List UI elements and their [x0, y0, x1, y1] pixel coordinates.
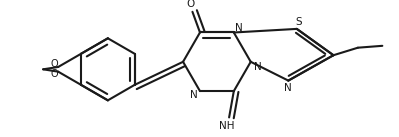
Text: NH: NH	[219, 121, 235, 131]
Text: N: N	[255, 62, 262, 72]
Text: N: N	[190, 90, 197, 100]
Text: O: O	[51, 59, 58, 69]
Text: O: O	[51, 69, 58, 79]
Text: N: N	[235, 23, 242, 33]
Text: O: O	[186, 0, 195, 9]
Text: N: N	[284, 83, 292, 93]
Text: S: S	[295, 17, 302, 27]
